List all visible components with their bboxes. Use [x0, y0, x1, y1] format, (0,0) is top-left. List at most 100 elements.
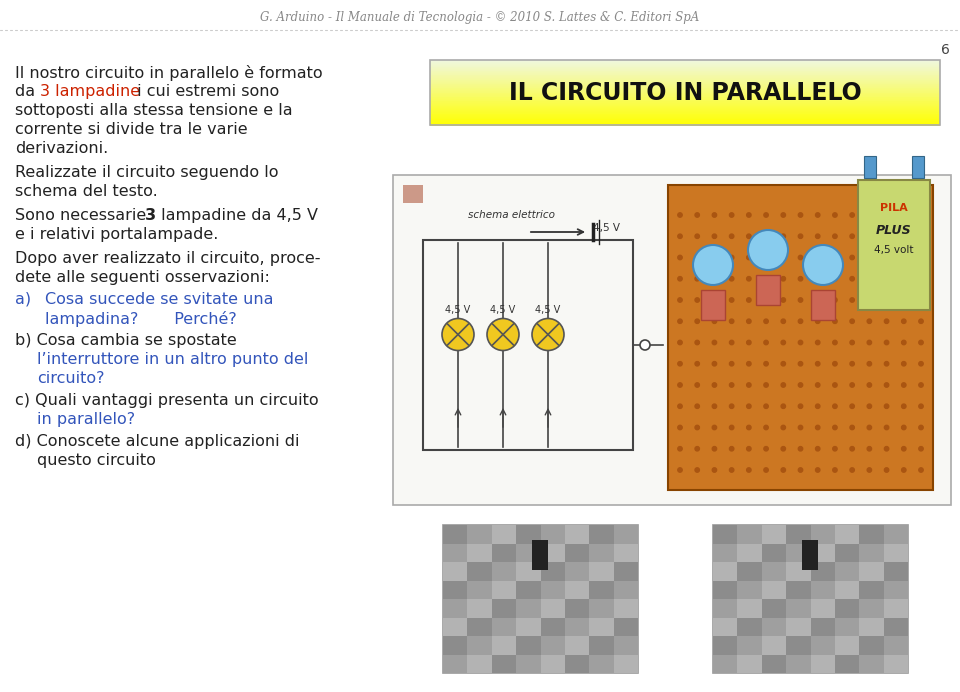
- Circle shape: [919, 361, 924, 366]
- Circle shape: [764, 319, 768, 323]
- Circle shape: [815, 319, 820, 323]
- Bar: [430, 60, 940, 125]
- Circle shape: [764, 404, 768, 408]
- Bar: [430, 79, 940, 80]
- Bar: [430, 118, 940, 120]
- Bar: [430, 112, 940, 113]
- Circle shape: [695, 340, 700, 345]
- Circle shape: [901, 319, 906, 323]
- Bar: [430, 118, 940, 119]
- Circle shape: [730, 234, 733, 239]
- Bar: [430, 65, 940, 66]
- Bar: [492, 636, 516, 655]
- Circle shape: [815, 298, 820, 302]
- Circle shape: [695, 213, 700, 217]
- Bar: [737, 655, 761, 673]
- Bar: [443, 581, 468, 599]
- Bar: [430, 75, 940, 76]
- Bar: [713, 581, 737, 599]
- Bar: [761, 636, 786, 655]
- Bar: [430, 107, 940, 109]
- Circle shape: [799, 213, 803, 217]
- Bar: [430, 86, 940, 87]
- Bar: [430, 120, 940, 121]
- Text: i cui estremi sono: i cui estremi sono: [132, 84, 279, 99]
- Bar: [430, 97, 940, 98]
- Bar: [737, 581, 761, 599]
- Bar: [430, 94, 940, 95]
- Circle shape: [850, 383, 854, 388]
- Circle shape: [832, 404, 837, 408]
- Bar: [786, 655, 810, 673]
- Circle shape: [884, 277, 889, 281]
- Bar: [516, 562, 540, 581]
- Circle shape: [695, 277, 700, 281]
- Text: e i relativi portalampade.: e i relativi portalampade.: [15, 227, 218, 242]
- Bar: [589, 581, 613, 599]
- Text: 6: 6: [941, 43, 950, 57]
- Circle shape: [678, 234, 683, 239]
- Circle shape: [747, 234, 751, 239]
- Circle shape: [832, 446, 837, 451]
- Circle shape: [781, 340, 785, 345]
- Circle shape: [850, 468, 854, 472]
- Bar: [883, 562, 908, 581]
- Bar: [713, 636, 737, 655]
- Bar: [883, 655, 908, 673]
- Circle shape: [781, 446, 785, 451]
- Bar: [835, 562, 859, 581]
- Circle shape: [712, 319, 716, 323]
- Circle shape: [747, 277, 751, 281]
- Bar: [430, 71, 940, 72]
- Bar: [810, 543, 835, 562]
- Bar: [864, 156, 876, 178]
- Circle shape: [712, 277, 716, 281]
- Bar: [802, 540, 818, 570]
- Bar: [430, 109, 940, 110]
- Circle shape: [815, 340, 820, 345]
- Text: 3: 3: [145, 208, 156, 223]
- Circle shape: [781, 298, 785, 302]
- Circle shape: [901, 277, 906, 281]
- Circle shape: [884, 383, 889, 388]
- Text: b) Cosa cambia se spostate: b) Cosa cambia se spostate: [15, 333, 237, 348]
- Bar: [786, 525, 810, 543]
- Bar: [430, 116, 940, 118]
- Bar: [786, 617, 810, 636]
- Text: 4,5 V: 4,5 V: [593, 223, 620, 233]
- Circle shape: [730, 213, 733, 217]
- Bar: [859, 543, 883, 562]
- Bar: [835, 525, 859, 543]
- Bar: [443, 636, 468, 655]
- Bar: [430, 122, 940, 123]
- Text: in parallelo?: in parallelo?: [37, 412, 135, 427]
- Circle shape: [712, 446, 716, 451]
- Bar: [713, 599, 737, 617]
- Bar: [443, 525, 638, 673]
- Bar: [835, 617, 859, 636]
- Bar: [613, 599, 638, 617]
- Circle shape: [730, 361, 733, 366]
- Bar: [430, 88, 940, 89]
- Circle shape: [764, 361, 768, 366]
- Circle shape: [799, 468, 803, 472]
- Circle shape: [867, 361, 872, 366]
- Bar: [430, 98, 940, 100]
- Text: 4,5 V: 4,5 V: [491, 305, 516, 316]
- Circle shape: [712, 340, 716, 345]
- Bar: [859, 617, 883, 636]
- Circle shape: [781, 234, 785, 239]
- Bar: [430, 122, 940, 124]
- Circle shape: [832, 468, 837, 472]
- Bar: [810, 581, 835, 599]
- Circle shape: [693, 245, 733, 285]
- Circle shape: [884, 468, 889, 472]
- Circle shape: [850, 277, 854, 281]
- Bar: [468, 617, 492, 636]
- Text: Dopo aver realizzato il circuito, proce-: Dopo aver realizzato il circuito, proce-: [15, 251, 321, 266]
- Bar: [835, 599, 859, 617]
- Bar: [430, 72, 940, 73]
- Bar: [468, 562, 492, 581]
- Bar: [430, 82, 940, 83]
- Circle shape: [850, 213, 854, 217]
